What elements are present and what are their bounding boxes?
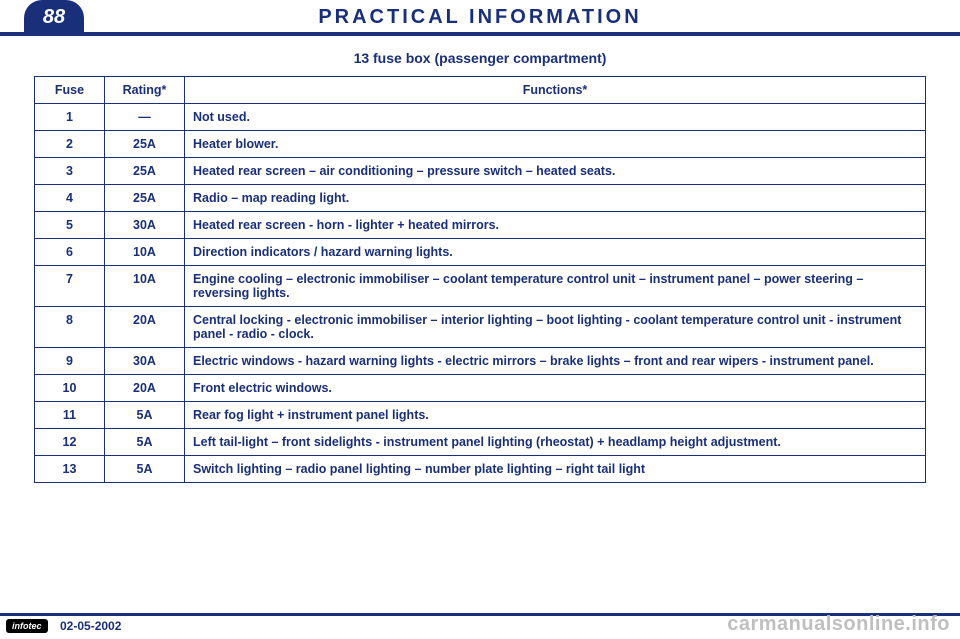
cell-function: Heater blower. bbox=[185, 131, 926, 158]
header-band: 88 PRACTICAL INFORMATION bbox=[0, 0, 960, 36]
cell-function: Switch lighting – radio panel lighting –… bbox=[185, 456, 926, 483]
col-header-functions: Functions* bbox=[185, 77, 926, 104]
table-row: 710AEngine cooling – electronic immobili… bbox=[35, 266, 926, 307]
cell-fuse: 3 bbox=[35, 158, 105, 185]
table-row: 930AElectric windows - hazard warning li… bbox=[35, 348, 926, 375]
cell-fuse: 10 bbox=[35, 375, 105, 402]
table-row: 225AHeater blower. bbox=[35, 131, 926, 158]
cell-fuse: 1 bbox=[35, 104, 105, 131]
cell-rating: 20A bbox=[105, 375, 185, 402]
fuse-table: Fuse Rating* Functions* 1—Not used.225AH… bbox=[34, 76, 926, 483]
cell-rating: 5A bbox=[105, 456, 185, 483]
cell-function: Central locking - electronic immobiliser… bbox=[185, 307, 926, 348]
table-row: 610ADirection indicators / hazard warnin… bbox=[35, 239, 926, 266]
col-header-rating: Rating* bbox=[105, 77, 185, 104]
table-row: 1—Not used. bbox=[35, 104, 926, 131]
cell-rating: 20A bbox=[105, 307, 185, 348]
cell-fuse: 12 bbox=[35, 429, 105, 456]
cell-rating: 5A bbox=[105, 402, 185, 429]
table-row: 1020AFront electric windows. bbox=[35, 375, 926, 402]
cell-fuse: 4 bbox=[35, 185, 105, 212]
cell-fuse: 13 bbox=[35, 456, 105, 483]
cell-function: Left tail-light – front sidelights - ins… bbox=[185, 429, 926, 456]
table-row: 820ACentral locking - electronic immobil… bbox=[35, 307, 926, 348]
cell-fuse: 9 bbox=[35, 348, 105, 375]
table-row: 425ARadio – map reading light. bbox=[35, 185, 926, 212]
cell-rating: 25A bbox=[105, 185, 185, 212]
cell-function: Radio – map reading light. bbox=[185, 185, 926, 212]
header-underline bbox=[0, 32, 960, 36]
cell-function: Heated rear screen - horn - lighter + he… bbox=[185, 212, 926, 239]
cell-fuse: 2 bbox=[35, 131, 105, 158]
cell-fuse: 6 bbox=[35, 239, 105, 266]
cell-fuse: 11 bbox=[35, 402, 105, 429]
header-title: PRACTICAL INFORMATION bbox=[0, 6, 960, 29]
cell-rating: 25A bbox=[105, 158, 185, 185]
footer-badge: infotec bbox=[6, 619, 48, 633]
cell-rating: 25A bbox=[105, 131, 185, 158]
cell-function: Front electric windows. bbox=[185, 375, 926, 402]
cell-function: Electric windows - hazard warning lights… bbox=[185, 348, 926, 375]
cell-fuse: 7 bbox=[35, 266, 105, 307]
col-header-fuse: Fuse bbox=[35, 77, 105, 104]
footer-date: 02-05-2002 bbox=[60, 619, 121, 633]
table-row: 325AHeated rear screen – air conditionin… bbox=[35, 158, 926, 185]
cell-function: Not used. bbox=[185, 104, 926, 131]
content: 13 fuse box (passenger compartment) Fuse… bbox=[0, 36, 960, 483]
watermark: carmanualsonline.info bbox=[727, 613, 950, 636]
cell-function: Engine cooling – electronic immobiliser … bbox=[185, 266, 926, 307]
cell-function: Rear fog light + instrument panel lights… bbox=[185, 402, 926, 429]
cell-fuse: 5 bbox=[35, 212, 105, 239]
table-header-row: Fuse Rating* Functions* bbox=[35, 77, 926, 104]
cell-fuse: 8 bbox=[35, 307, 105, 348]
table-row: 115ARear fog light + instrument panel li… bbox=[35, 402, 926, 429]
cell-rating: — bbox=[105, 104, 185, 131]
table-row: 530AHeated rear screen - horn - lighter … bbox=[35, 212, 926, 239]
cell-rating: 10A bbox=[105, 266, 185, 307]
section-title: 13 fuse box (passenger compartment) bbox=[34, 50, 926, 66]
table-row: 135ASwitch lighting – radio panel lighti… bbox=[35, 456, 926, 483]
table-row: 125ALeft tail-light – front sidelights -… bbox=[35, 429, 926, 456]
cell-rating: 30A bbox=[105, 212, 185, 239]
cell-rating: 30A bbox=[105, 348, 185, 375]
cell-rating: 10A bbox=[105, 239, 185, 266]
cell-function: Heated rear screen – air conditioning – … bbox=[185, 158, 926, 185]
cell-rating: 5A bbox=[105, 429, 185, 456]
cell-function: Direction indicators / hazard warning li… bbox=[185, 239, 926, 266]
